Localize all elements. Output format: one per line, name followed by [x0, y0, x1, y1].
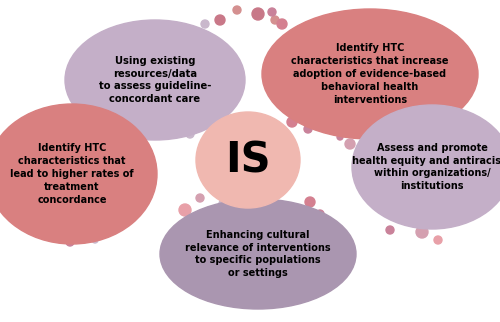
- Circle shape: [110, 142, 120, 152]
- Ellipse shape: [160, 199, 356, 309]
- Circle shape: [416, 226, 428, 238]
- Circle shape: [179, 204, 191, 216]
- Circle shape: [103, 49, 113, 59]
- Circle shape: [271, 16, 279, 24]
- Circle shape: [337, 134, 343, 140]
- Circle shape: [304, 125, 312, 133]
- Circle shape: [196, 194, 204, 202]
- Circle shape: [92, 237, 98, 243]
- Circle shape: [243, 195, 253, 205]
- Ellipse shape: [196, 112, 300, 208]
- Text: Identify HTC
characteristics that increase
adoption of evidence-based
behavioral: Identify HTC characteristics that increa…: [291, 43, 449, 105]
- Circle shape: [170, 122, 180, 132]
- Circle shape: [186, 130, 194, 138]
- Circle shape: [252, 8, 264, 20]
- Circle shape: [219, 198, 231, 210]
- Circle shape: [304, 106, 316, 118]
- Circle shape: [316, 210, 324, 218]
- Text: Enhancing cultural
relevance of interventions
to specific populations
or setting: Enhancing cultural relevance of interven…: [185, 230, 331, 278]
- Text: IS: IS: [225, 139, 271, 181]
- Circle shape: [66, 238, 74, 246]
- Circle shape: [386, 226, 394, 234]
- Circle shape: [287, 117, 297, 127]
- Circle shape: [434, 236, 442, 244]
- Circle shape: [268, 8, 276, 16]
- Ellipse shape: [0, 104, 157, 244]
- Circle shape: [446, 56, 458, 68]
- Circle shape: [233, 6, 241, 14]
- Text: Assess and promote
health equity and antiracism
within organizations/
institutio: Assess and promote health equity and ant…: [352, 143, 500, 191]
- Circle shape: [93, 125, 107, 139]
- Circle shape: [215, 15, 225, 25]
- Circle shape: [305, 197, 315, 207]
- Circle shape: [277, 19, 287, 29]
- Circle shape: [458, 70, 466, 78]
- Circle shape: [390, 117, 400, 127]
- Text: Identify HTC
characteristics that
lead to higher rates of
treatment
concordance: Identify HTC characteristics that lead t…: [10, 143, 134, 204]
- Ellipse shape: [262, 9, 478, 139]
- Circle shape: [77, 229, 87, 239]
- Text: Using existing
resources/data
to assess guideline-
concordant care: Using existing resources/data to assess …: [99, 56, 211, 104]
- Circle shape: [201, 20, 209, 28]
- Circle shape: [94, 103, 102, 111]
- Circle shape: [393, 135, 407, 149]
- Circle shape: [345, 139, 355, 149]
- Ellipse shape: [65, 20, 245, 140]
- Ellipse shape: [352, 105, 500, 229]
